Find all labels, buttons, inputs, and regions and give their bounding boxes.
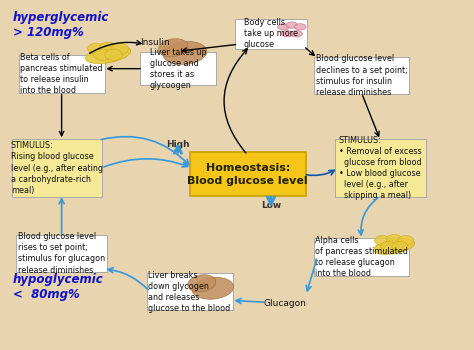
Text: STIMULUS:
• Removal of excess
  glucose from blood
• Low blood glucose
  level (: STIMULUS: • Removal of excess glucose fr… (339, 136, 421, 200)
Text: Glucagon: Glucagon (264, 300, 306, 308)
Ellipse shape (94, 49, 111, 60)
Ellipse shape (282, 31, 293, 37)
FancyBboxPatch shape (18, 55, 105, 93)
Text: Low: Low (261, 201, 281, 210)
Text: Blood glucose level
declines to a set point;
stimulus for insulin
release dimini: Blood glucose level declines to a set po… (316, 55, 408, 97)
Ellipse shape (374, 239, 415, 254)
Ellipse shape (286, 22, 298, 28)
Ellipse shape (163, 41, 207, 64)
Text: Alpha cells
of pancreas stimulated
to release glucagon
into the blood: Alpha cells of pancreas stimulated to re… (315, 236, 408, 278)
Ellipse shape (398, 236, 414, 246)
Ellipse shape (386, 234, 402, 245)
FancyBboxPatch shape (335, 139, 426, 197)
Text: Liver breaks
down glycogen
and releases
glucose to the blood: Liver breaks down glycogen and releases … (148, 271, 231, 313)
Text: Body cells
take up more
glucose: Body cells take up more glucose (244, 18, 298, 49)
Ellipse shape (85, 46, 131, 64)
Ellipse shape (381, 241, 397, 252)
Ellipse shape (278, 24, 289, 30)
Text: High: High (166, 140, 190, 149)
FancyBboxPatch shape (16, 235, 107, 272)
FancyBboxPatch shape (314, 57, 410, 94)
Text: Blood glucose level
rises to set point;
stimulus for glucagon
release diminishes: Blood glucose level rises to set point; … (18, 232, 105, 275)
Ellipse shape (88, 43, 105, 54)
Text: hyperglycemic
> 120mg%: hyperglycemic > 120mg% (13, 11, 109, 39)
Ellipse shape (294, 24, 306, 30)
Ellipse shape (192, 277, 234, 299)
Text: Insulin: Insulin (140, 38, 170, 47)
FancyBboxPatch shape (235, 19, 307, 49)
Text: STIMULUS:
Rising blood glucose
level (e.g., after eating
a carbohydrate-rich
mea: STIMULUS: Rising blood glucose level (e.… (11, 141, 103, 195)
Ellipse shape (188, 275, 216, 292)
Ellipse shape (291, 31, 302, 37)
Text: Liver takes up
glucose and
stores it as
glycoogen: Liver takes up glucose and stores it as … (150, 48, 206, 90)
Text: Beta cells of
pancreas stimulated
to release insulin
into the blood: Beta cells of pancreas stimulated to rel… (20, 53, 103, 95)
FancyBboxPatch shape (146, 273, 233, 310)
Ellipse shape (158, 39, 188, 57)
Text: hypoglycemic
<  80mg%: hypoglycemic < 80mg% (13, 273, 103, 301)
Ellipse shape (392, 241, 408, 252)
FancyBboxPatch shape (139, 52, 216, 85)
Ellipse shape (105, 49, 123, 60)
FancyBboxPatch shape (190, 152, 306, 196)
FancyBboxPatch shape (11, 139, 102, 197)
Ellipse shape (99, 42, 117, 53)
Text: Homeostasis:
Blood glucose level: Homeostasis: Blood glucose level (187, 162, 308, 186)
FancyBboxPatch shape (314, 238, 410, 276)
Ellipse shape (111, 43, 128, 54)
Ellipse shape (374, 236, 391, 246)
